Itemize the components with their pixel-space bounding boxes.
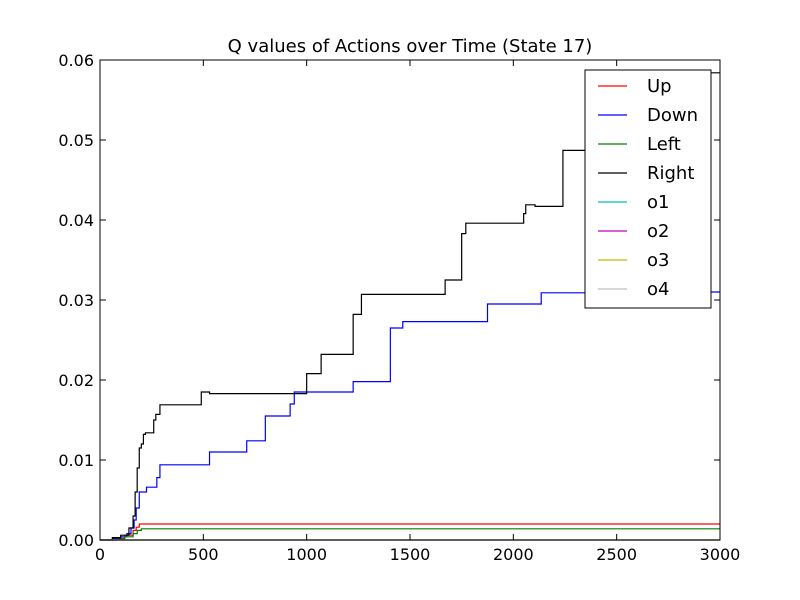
y-tick-label: 0.01: [58, 451, 94, 470]
legend-label-o2: o2: [647, 221, 669, 242]
legend-label-down: Down: [647, 105, 698, 126]
x-tick-label: 1000: [286, 545, 327, 564]
legend-label-left: Left: [647, 134, 681, 155]
y-tick-label: 0.05: [58, 131, 94, 150]
y-tick-label: 0.00: [58, 531, 94, 550]
axes-layer: 0 500 1000 1500 2000 2500 3000 0.00 0.01 0.02 0.03…: [58, 51, 740, 564]
series-line-right: [100, 72, 720, 541]
legend-label-o3: o3: [647, 250, 669, 271]
x-tick-label: 500: [188, 545, 219, 564]
x-tick-label: 2000: [493, 545, 534, 564]
series-line-down: [100, 291, 720, 541]
y-tick-label: 0.04: [58, 211, 94, 230]
x-tick-label: 2500: [596, 545, 637, 564]
x-tick-label: 0: [95, 545, 105, 564]
legend-label-right: Right: [647, 163, 694, 184]
legend-box: [584, 69, 712, 309]
y-tick-label: 0.06: [58, 51, 94, 70]
legend-label-up: Up: [647, 76, 672, 97]
legend-label-o1: o1: [647, 192, 669, 213]
y-tick-label: 0.02: [58, 371, 94, 390]
series-line-left: [100, 528, 720, 541]
x-tick-label: 1500: [390, 545, 431, 564]
legend-label-o4: o4: [647, 279, 669, 300]
chart-title: Q values of Actions over Time (State 17): [228, 36, 593, 57]
y-tick-label: 0.03: [58, 291, 94, 310]
legend: Up Down Left Right o1 o2 o3 o4: [584, 69, 712, 309]
x-tick-label: 3000: [700, 545, 741, 564]
